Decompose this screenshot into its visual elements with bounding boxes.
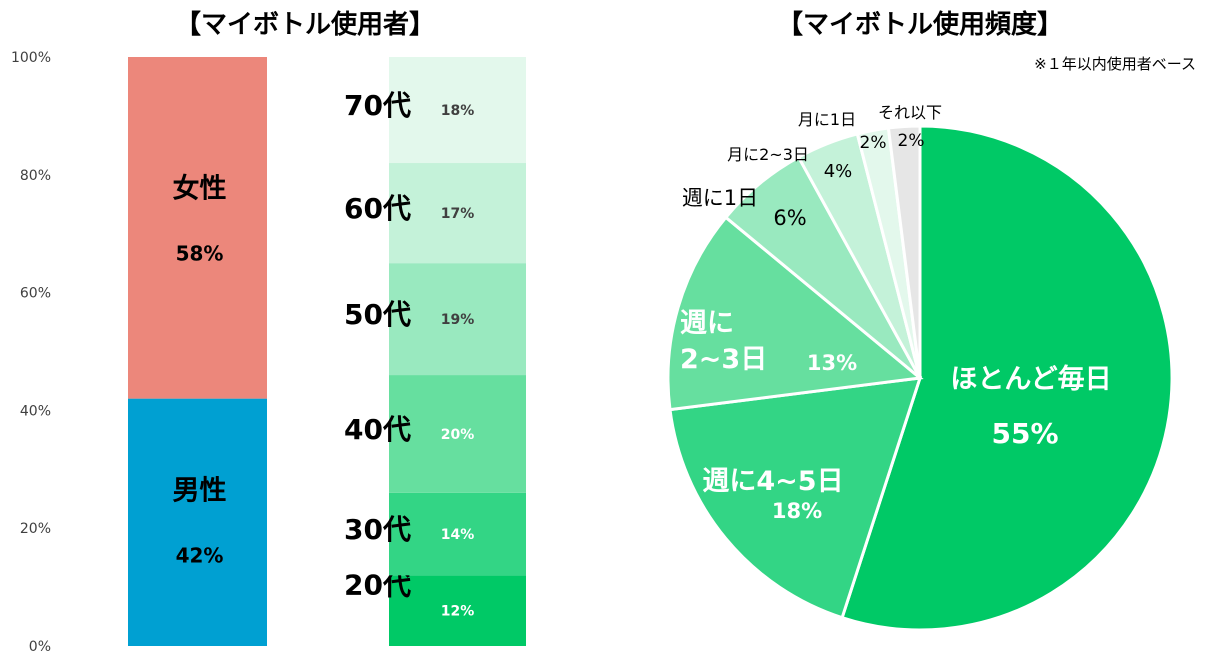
age-segment [389,163,526,264]
pie-slice-value: 6% [773,206,806,230]
age-value: 12% [441,604,475,620]
pie-slice [840,124,1174,632]
age-name: 40代 [344,413,411,446]
y-tick-label: 80% [20,168,51,184]
pie-slice [666,215,924,412]
pie-slice-value: 2% [898,131,925,151]
pie-slice-name: 月に1日 [798,110,856,129]
pie-slice [668,376,923,620]
y-tick-label: 0% [29,639,51,655]
pie-slice-name: それ以下 [878,103,942,122]
gender-stacked-bar: 男性 42% 女性 58% [128,57,267,646]
y-tick-label: 20% [20,521,51,537]
age-value: 19% [441,312,475,328]
pie-slice-value: 18% [772,499,822,523]
age-name: 30代 [344,513,411,546]
pie-slice-value: 4% [824,161,853,182]
pie-slice-value: 55% [991,417,1058,450]
base-note: ※１年以内使用者ベース [1034,55,1196,73]
chart-title-frequency: 【マイボトル使用頻度】 [777,9,1063,40]
pie-slice-name-line2: 2~3日 [680,344,767,375]
gender-segment [128,57,267,399]
pie-slice-name: 週に4~5日 [702,466,843,497]
pie-slice-value: 2% [860,133,887,153]
pie-slice [886,124,922,379]
age-segment [389,57,526,164]
pie-slice-name: 月に2~3日 [727,145,809,164]
age-segment [389,263,526,376]
age-name: 60代 [344,192,411,225]
y-tick-label: 40% [20,403,51,419]
y-tick-label: 60% [20,286,51,302]
pie-slice-name: 週に1日 [682,186,758,210]
age-value: 17% [441,206,475,222]
age-name: 70代 [344,89,411,122]
age-segment [389,492,526,576]
pie-slice-name-line1: 週に [680,308,734,339]
y-axis: 0% 20% 40% 60% 80% 100% [11,50,51,655]
age-value: 18% [441,103,475,119]
age-value: 14% [441,527,475,543]
gender-name: 男性 [173,476,227,507]
age-segment [389,375,526,493]
chart-title-users: 【マイボトル使用者】 [175,10,435,40]
y-tick-label: 100% [11,50,51,66]
gender-value: 58% [176,241,224,265]
gender-segment [128,398,267,646]
pie-slice-value: 13% [807,351,857,375]
age-segment [389,575,526,646]
age-name: 50代 [344,298,411,331]
gender-value: 42% [176,544,224,568]
pie-slice-name: ほとんど毎日 [950,364,1111,395]
age-value: 20% [441,427,475,443]
gender-name: 女性 [173,172,227,204]
